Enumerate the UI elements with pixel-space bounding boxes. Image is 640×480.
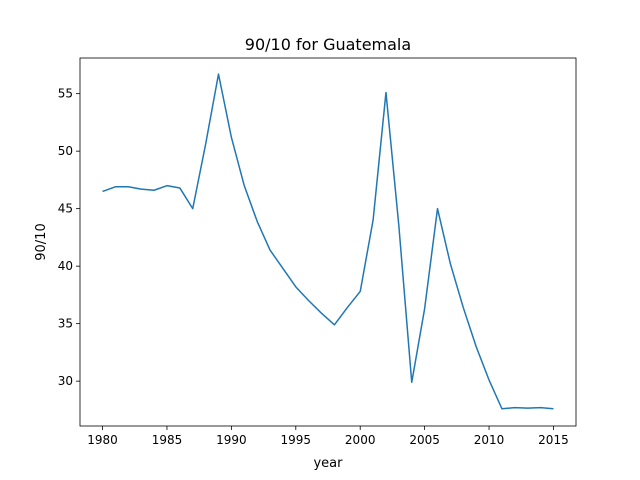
x-tick-label: 1980 <box>87 433 118 447</box>
y-tick-label: 50 <box>58 144 73 158</box>
plot-frame <box>79 57 577 427</box>
x-tick-label: 2005 <box>409 433 440 447</box>
y-tick-label: 45 <box>58 202 73 216</box>
y-tick-label: 55 <box>58 87 73 101</box>
x-tick-label: 2000 <box>345 433 376 447</box>
x-tick-label: 1990 <box>216 433 247 447</box>
y-axis-label: 90/10 <box>34 223 49 260</box>
x-tick-label: 2015 <box>538 433 569 447</box>
series-line <box>102 73 554 410</box>
y-tick-label: 35 <box>58 317 73 331</box>
y-tick-label: 30 <box>58 374 73 388</box>
plot-area: 1980 1985 1990 1995 2000 2005 2010 2015 30 35 40 45… <box>58 57 577 447</box>
chart-title: 90/10 for Guatemala <box>245 35 411 54</box>
y-tick-label: 40 <box>58 259 73 273</box>
x-tick-label: 1985 <box>152 433 183 447</box>
x-tick-label: 2010 <box>474 433 505 447</box>
x-tick-label: 1995 <box>281 433 312 447</box>
x-axis-label: year <box>313 456 343 471</box>
